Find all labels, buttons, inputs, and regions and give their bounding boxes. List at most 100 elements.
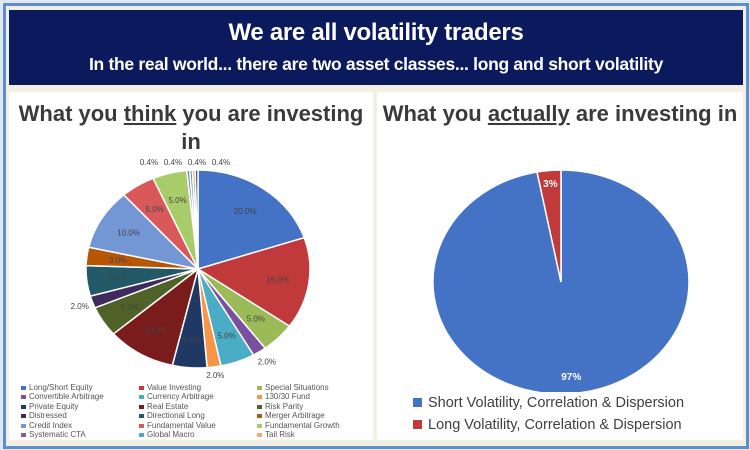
think-panel: 20.0% 15.0% 5.0% 2.0% 5.0% 2.0% 5.0% 10.0% 5.0% 2… (9, 92, 373, 440)
legend-item: 130/30 Fund (257, 392, 371, 401)
slice-data-label: 15.0% (266, 275, 289, 284)
legend-label: Risk Parity (265, 401, 304, 411)
think-title: What you think you are investing in (9, 100, 373, 156)
legend-label: Private Equity (29, 401, 79, 411)
actual-panel: 97% 3% What you actually are investing in… (377, 92, 743, 440)
slice-data-label: 0.4% (212, 158, 230, 167)
legend-label: Fundamental Growth (265, 420, 340, 430)
legend-label: Global Macro (147, 430, 195, 440)
legend-item: Fundamental Value (139, 421, 257, 430)
legend-item: Long/Short Equity (21, 383, 139, 392)
title-emphasis: think (123, 101, 177, 126)
think-legend: Long/Short Equity Value Investing Special … (21, 383, 371, 439)
legend-label: Directional Long (147, 411, 205, 421)
legend-swatch (21, 404, 26, 409)
pie-slice (536, 169, 562, 283)
legend-item: Fundamental Growth (257, 421, 371, 430)
legend-item: Value Investing (139, 383, 257, 392)
actual-pie-chart: 97% 3% (432, 169, 690, 392)
think-pie-chart: 20.0% 15.0% 5.0% 2.0% 5.0% 2.0% 5.0% 10.0% 5.0% 2… (71, 158, 311, 380)
legend-swatch (139, 395, 144, 400)
legend-item: Convertible Arbitrage (21, 392, 139, 401)
legend-item: Distressed (21, 411, 139, 420)
legend-swatch (139, 432, 144, 437)
legend-label: 130/30 Fund (265, 392, 310, 402)
slice-data-label: 0.4% (188, 158, 206, 167)
legend-swatch (413, 398, 422, 407)
legend-swatch (139, 423, 144, 428)
legend-item: Currency Arbitrage (139, 392, 257, 401)
title-part: are investing in (569, 101, 738, 126)
legend-item: Real Estate (139, 402, 257, 411)
slide-title: We are all volatility traders (228, 19, 524, 46)
legend-label: Value Investing (147, 383, 202, 392)
legend-item: Merger Arbitrage (257, 411, 371, 420)
actual-title: What you actually are investing in (377, 100, 743, 128)
slice-data-label: 2.0% (206, 371, 224, 380)
title-emphasis: actually (487, 101, 570, 126)
legend-item: Short Volatility, Correlation & Dispersi… (413, 392, 684, 414)
legend-swatch (139, 404, 144, 409)
slice-data-label: 5.0% (109, 274, 127, 283)
legend-label: Merger Arbitrage (265, 411, 325, 421)
slice-data-label: 10.0% (117, 229, 140, 238)
title-part: you are investing in (176, 101, 364, 154)
legend-label: Short Volatility, Correlation & Dispersi… (428, 395, 685, 411)
slice-data-label: 20.0% (234, 207, 257, 216)
legend-item: Directional Long (139, 411, 257, 420)
slice-data-label: 2.0% (71, 302, 89, 311)
legend-swatch (257, 404, 262, 409)
legend-label: Long Volatility, Correlation & Dispersio… (428, 417, 682, 433)
legend-label: Credit Index (29, 420, 73, 430)
slide-header: We are all volatility traders In the rea… (9, 10, 743, 85)
pie-slice (196, 236, 311, 328)
slice-data-label: 5.0% (217, 332, 235, 341)
legend-item: Credit Index (21, 421, 139, 430)
pie-slice (432, 169, 690, 392)
slide-subtitle: In the real world... there are two asset… (88, 54, 664, 74)
slice-data-label: 97% (561, 372, 581, 383)
slice-data-label: 2.0% (258, 358, 276, 367)
title-part: What you (382, 101, 488, 126)
slide-frame: We are all volatility traders In the rea… (3, 3, 749, 449)
legend-swatch (21, 385, 26, 390)
legend-label: Real Estate (147, 401, 189, 411)
legend-swatch (257, 414, 262, 419)
legend-item: Long Volatility, Correlation & Dispersio… (413, 414, 684, 436)
legend-item: Private Equity (21, 402, 139, 411)
actual-legend: Short Volatility, Correlation & Dispersi… (413, 392, 684, 436)
legend-label: Special Situations (265, 383, 329, 392)
slice-data-label: 3.0% (109, 256, 127, 265)
legend-item: Risk Parity (257, 402, 371, 411)
legend-item: Global Macro (139, 430, 257, 439)
legend-item: Special Situations (257, 383, 371, 392)
slice-data-label: 5.0% (247, 315, 265, 324)
legend-swatch (139, 385, 144, 390)
slice-data-label: 10.0% (145, 326, 168, 335)
slice-data-label: 0.4% (164, 158, 182, 167)
legend-label: Tail Risk (265, 430, 295, 440)
slice-data-label: 5.0% (168, 196, 186, 205)
legend-label: Distressed (29, 411, 67, 421)
legend-swatch (21, 414, 26, 419)
legend-label: Long/Short Equity (29, 383, 93, 392)
legend-label: Systematic CTA (29, 430, 86, 440)
legend-swatch (21, 432, 26, 437)
slice-data-label: 3% (543, 179, 558, 190)
title-part: What you (18, 101, 124, 126)
legend-swatch (21, 395, 26, 400)
legend-item: Tail Risk (257, 430, 371, 439)
legend-swatch (139, 414, 144, 419)
slice-data-label: 5.0% (121, 303, 139, 312)
legend-label: Currency Arbitrage (147, 392, 214, 402)
legend-label: Convertible Arbitrage (29, 392, 104, 402)
legend-swatch (257, 385, 262, 390)
legend-swatch (21, 423, 26, 428)
legend-swatch (413, 420, 422, 429)
legend-item: Systematic CTA (21, 430, 139, 439)
slice-data-label: 5.0% (183, 336, 201, 345)
legend-label: Fundamental Value (147, 420, 216, 430)
legend-swatch (257, 423, 262, 428)
pie-slice (197, 169, 306, 271)
slice-data-label: 0.4% (140, 158, 158, 167)
